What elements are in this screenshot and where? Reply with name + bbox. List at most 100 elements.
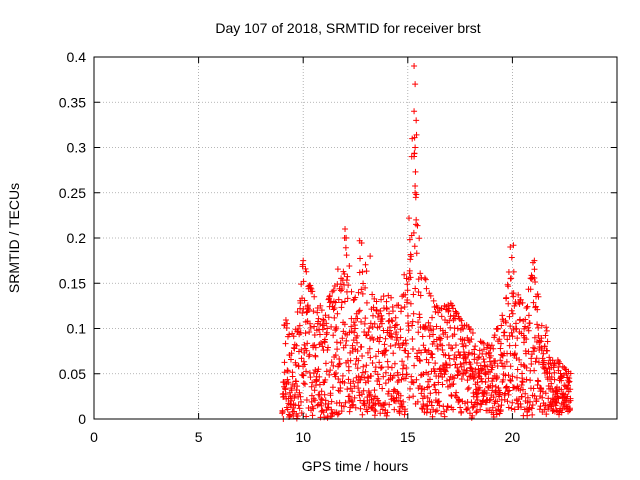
data-point [446,317,453,324]
data-point [363,362,370,369]
data-point [409,318,416,325]
data-point [471,351,478,358]
data-point [354,315,361,322]
data-point [501,363,508,370]
data-point [480,346,487,353]
data-point [362,284,369,291]
data-point [316,373,323,380]
data-point [310,308,317,315]
data-point [326,292,333,299]
data-point [300,372,307,379]
data-point [300,306,307,313]
data-point [418,274,425,281]
data-point [510,268,517,275]
data-point [519,379,526,386]
data-point [516,356,523,363]
data-point [456,316,463,323]
data-point [542,332,549,339]
data-point [564,393,571,400]
data-point [429,351,436,358]
data-point [512,320,519,327]
data-point [402,375,409,382]
data-point [451,375,458,382]
data-point [302,265,309,272]
data-point [559,406,566,413]
data-point [372,364,379,371]
data-point [565,399,572,406]
data-point [342,244,349,251]
data-point [386,401,393,408]
data-point [437,335,444,342]
data-point [293,342,300,349]
data-point [344,386,351,393]
data-point [292,391,299,398]
data-point [367,320,374,327]
data-point [450,380,457,387]
data-point [532,279,539,286]
data-point [331,304,338,311]
data-point [324,404,331,411]
data-point [298,355,305,362]
data-point [491,332,498,339]
data-point [347,357,354,364]
data-point [356,237,363,244]
data-point [296,389,303,396]
data-point [444,333,451,340]
data-point [416,356,423,363]
data-point [523,364,530,371]
data-point [431,381,438,388]
data-point [457,361,464,368]
data-point [488,342,495,349]
data-point [338,299,345,306]
data-point [300,257,307,264]
data-point [462,342,469,349]
data-point [393,394,400,401]
data-point [452,342,459,349]
data-point [412,182,419,189]
data-point [414,222,421,229]
data-point [528,355,535,362]
data-point [355,357,362,364]
data-point [332,369,339,376]
data-point [325,344,332,351]
data-point [523,376,530,383]
data-point [508,275,515,282]
data-point [566,405,573,412]
data-point [372,408,379,415]
data-point [432,308,439,315]
data-point [359,290,366,297]
data-point [341,321,348,328]
data-point [458,376,465,383]
data-point [404,312,411,319]
data-point [282,340,289,347]
data-point [360,363,367,370]
data-point [302,381,309,388]
data-point [438,313,445,320]
data-point [548,373,555,380]
data-point [394,372,401,379]
data-point [435,379,442,386]
data-point [522,323,529,330]
data-point [365,329,372,336]
data-point [332,327,339,334]
data-point [567,395,574,402]
data-point [359,369,366,376]
data-point [482,379,489,386]
data-point [402,337,409,344]
data-point [359,268,366,275]
data-point [494,326,501,333]
data-point [506,387,513,394]
data-point [378,364,385,371]
data-point [454,325,461,332]
data-point [284,320,291,327]
data-point [387,343,394,350]
data-point [374,313,381,320]
data-point [498,322,505,329]
data-point [362,379,369,386]
data-point [366,345,373,352]
data-point [294,412,301,419]
data-point [449,345,456,352]
data-point [343,337,350,344]
data-point [423,403,430,410]
data-point [339,335,346,342]
